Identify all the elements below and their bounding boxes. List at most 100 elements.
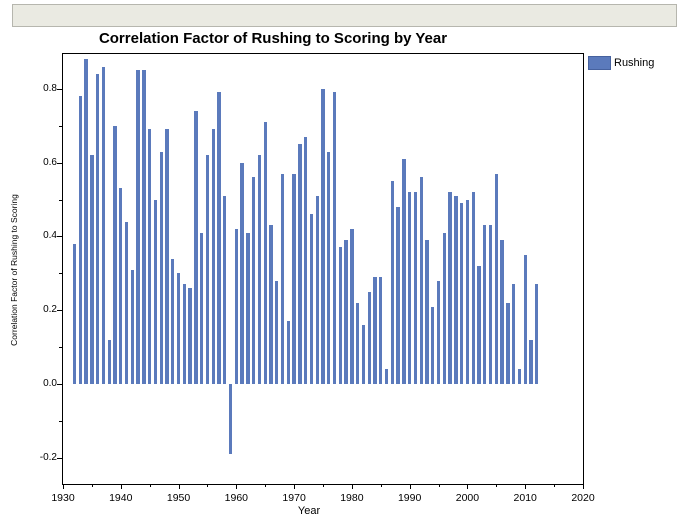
bar — [246, 232, 250, 384]
bar — [448, 192, 452, 384]
x-tick-minor — [149, 484, 151, 487]
bar — [500, 240, 504, 384]
bar — [454, 195, 458, 384]
bar — [523, 254, 527, 384]
x-tick-minor — [380, 484, 382, 487]
bar — [425, 240, 429, 384]
bar — [280, 173, 285, 384]
x-tick-major — [294, 484, 296, 489]
bar — [327, 151, 331, 384]
bar — [407, 192, 412, 384]
bar — [90, 155, 94, 384]
bar — [321, 88, 325, 384]
bar — [171, 258, 175, 384]
bar — [130, 269, 135, 384]
bar — [298, 144, 302, 384]
y-tick-label: -0.2 — [39, 451, 57, 463]
y-axis-label: Correlation Factor of Rushing to Scoring — [9, 194, 19, 346]
y-tick-major — [57, 310, 62, 312]
toolbar-strip — [12, 4, 677, 27]
bar — [240, 162, 244, 384]
bar — [205, 155, 210, 384]
bar — [436, 280, 441, 384]
bar — [413, 192, 418, 384]
bar — [194, 110, 198, 384]
y-tick-minor — [59, 273, 62, 275]
bar — [234, 229, 239, 384]
x-tick-minor — [554, 484, 556, 487]
bar — [488, 225, 493, 384]
bar — [286, 321, 291, 384]
bar — [142, 70, 146, 384]
y-tick-minor — [59, 199, 62, 201]
x-tick-label: 1960 — [224, 492, 248, 504]
bar — [494, 173, 499, 384]
bar — [373, 276, 377, 384]
bar — [309, 214, 314, 384]
bar — [402, 158, 406, 384]
y-tick-label: 0.0 — [43, 378, 57, 389]
bar — [390, 181, 395, 384]
bar — [379, 276, 383, 384]
bar — [159, 151, 163, 384]
bar — [506, 302, 510, 384]
legend: Rushing — [588, 56, 654, 70]
y-tick-major — [57, 162, 62, 164]
bar — [199, 232, 204, 384]
y-tick-major — [57, 236, 62, 238]
bar — [511, 284, 516, 384]
x-tick-major — [120, 484, 122, 489]
bar — [263, 122, 267, 384]
x-tick-minor — [265, 484, 267, 487]
bar — [355, 302, 360, 384]
bar — [101, 66, 106, 384]
legend-swatch-rushing — [588, 56, 611, 70]
bar — [95, 74, 100, 384]
bar — [517, 369, 522, 384]
y-tick-major — [57, 457, 62, 459]
bar — [315, 195, 319, 384]
bar — [535, 284, 539, 384]
x-tick-label: 1940 — [109, 492, 133, 504]
bar — [459, 203, 464, 384]
bar — [107, 339, 111, 384]
y-tick-label: 0.8 — [43, 82, 57, 94]
bar — [292, 173, 296, 384]
bar — [84, 59, 88, 384]
bar — [119, 188, 123, 384]
y-tick-label: 0.2 — [43, 304, 57, 316]
bar — [419, 177, 423, 384]
bar — [332, 92, 337, 384]
x-tick-major — [467, 484, 469, 489]
y-tick-minor — [59, 347, 62, 349]
bar — [384, 369, 389, 384]
bar — [483, 225, 487, 384]
chart-title: Correlation Factor of Rushing to Scoring… — [98, 30, 448, 47]
bar — [396, 206, 400, 384]
bar — [124, 221, 129, 384]
x-tick-major — [583, 484, 584, 489]
y-tick-label: 0.6 — [43, 156, 57, 168]
x-tick-major — [525, 484, 527, 489]
bar — [471, 192, 475, 384]
bar — [223, 195, 227, 384]
bar — [153, 199, 158, 384]
bar — [344, 240, 348, 384]
x-tick-minor — [91, 484, 93, 487]
x-tick-label: 1990 — [397, 492, 422, 504]
legend-label: Rushing — [614, 57, 655, 69]
x-axis-label: Year — [297, 505, 321, 517]
x-tick-major — [178, 484, 180, 489]
x-tick-major — [409, 484, 411, 489]
x-tick-label: 1980 — [340, 492, 364, 504]
x-tick-minor — [496, 484, 498, 487]
bar — [338, 247, 343, 384]
x-tick-major — [236, 484, 238, 489]
x-tick-label: 1950 — [166, 492, 191, 504]
bar — [269, 225, 273, 384]
bar — [303, 136, 308, 384]
bar — [176, 273, 181, 384]
x-tick-label: 1930 — [51, 492, 75, 504]
bar — [361, 324, 366, 384]
